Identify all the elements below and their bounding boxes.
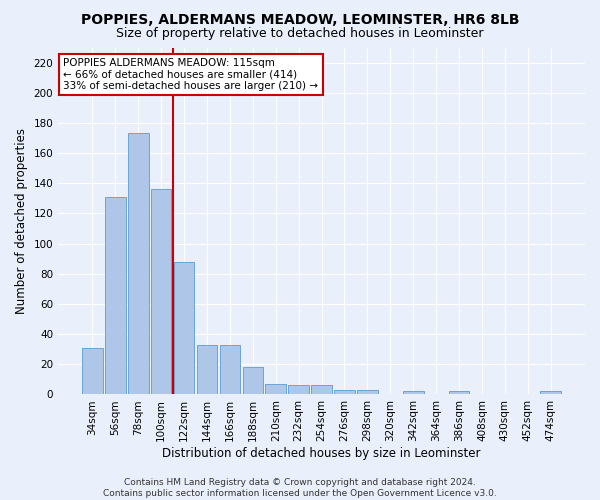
- Bar: [128, 134, 149, 394]
- Bar: [82, 348, 103, 395]
- Y-axis label: Number of detached properties: Number of detached properties: [15, 128, 28, 314]
- Text: Contains HM Land Registry data © Crown copyright and database right 2024.
Contai: Contains HM Land Registry data © Crown c…: [103, 478, 497, 498]
- Bar: [197, 344, 217, 395]
- Text: Size of property relative to detached houses in Leominster: Size of property relative to detached ho…: [116, 28, 484, 40]
- Bar: [403, 392, 424, 394]
- Bar: [105, 197, 125, 394]
- Bar: [311, 386, 332, 394]
- Bar: [174, 262, 194, 394]
- Bar: [151, 190, 172, 394]
- Bar: [541, 392, 561, 394]
- Bar: [289, 386, 309, 394]
- Bar: [220, 344, 240, 395]
- Text: POPPIES ALDERMANS MEADOW: 115sqm
← 66% of detached houses are smaller (414)
33% : POPPIES ALDERMANS MEADOW: 115sqm ← 66% o…: [64, 58, 319, 91]
- Bar: [265, 384, 286, 394]
- X-axis label: Distribution of detached houses by size in Leominster: Distribution of detached houses by size …: [163, 447, 481, 460]
- Bar: [334, 390, 355, 394]
- Bar: [242, 368, 263, 394]
- Bar: [357, 390, 378, 394]
- Bar: [449, 392, 469, 394]
- Text: POPPIES, ALDERMANS MEADOW, LEOMINSTER, HR6 8LB: POPPIES, ALDERMANS MEADOW, LEOMINSTER, H…: [81, 12, 519, 26]
